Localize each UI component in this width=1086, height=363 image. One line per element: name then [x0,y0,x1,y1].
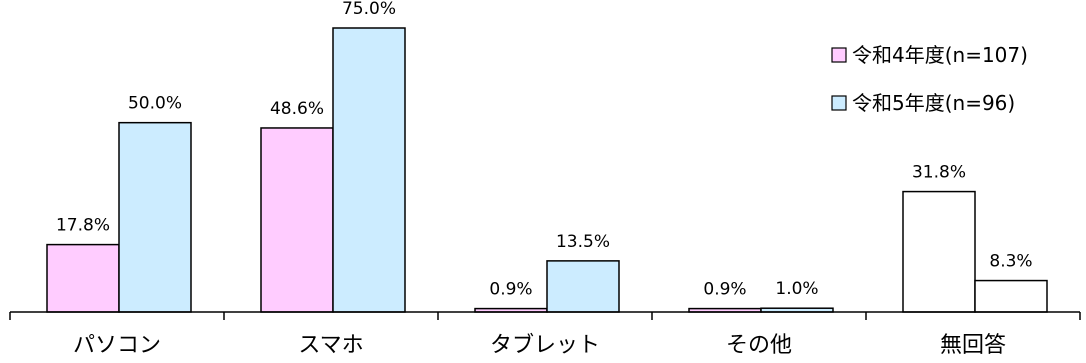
bar-r5-2 [546,260,620,313]
legend-label-r4: 令和4年度(n=107) [852,43,1028,67]
bar-r4-0 [46,243,120,313]
data-label-r4-4: 31.8% [912,163,966,183]
data-label-r5-3: 1.0% [775,279,818,299]
bars-layer [46,27,1048,313]
legend: 令和4年度(n=107) 令和5年度(n=96) [831,43,1028,115]
data-label-r4-0: 17.8% [56,216,110,236]
category-label-2: タブレット [490,333,600,358]
legend-label-r5: 令和5年度(n=96) [852,91,1015,115]
data-label-r5-0: 50.0% [128,94,182,114]
bar-r5-1 [332,27,406,313]
bar-r5-4 [974,279,1048,313]
data-label-r5-1: 75.0% [342,0,396,19]
category-label-0: パソコン [73,333,161,358]
category-label-1: スマホ [298,333,363,358]
data-labels-layer: 17.8% 50.0% 48.6% 75.0% 0.9% 13.5% 0.9% 1.0% 31.… [56,0,1033,300]
category-label-4: 無回答 [940,333,1006,358]
x-axis: パソコン スマホ タブレット その他 無回答 [9,311,1081,358]
legend-swatch-r5 [831,95,847,111]
data-label-r5-2: 13.5% [556,232,610,252]
bar-r5-0 [118,121,192,313]
bar-r4-4 [902,190,976,313]
bar-r4-1 [260,127,334,313]
data-label-r4-1: 48.6% [270,99,324,119]
legend-swatch-r4 [831,47,847,63]
data-label-r5-4: 8.3% [989,252,1032,272]
category-label-3: その他 [726,333,792,358]
data-label-r4-3: 0.9% [703,280,746,300]
data-label-r4-2: 0.9% [489,280,532,300]
